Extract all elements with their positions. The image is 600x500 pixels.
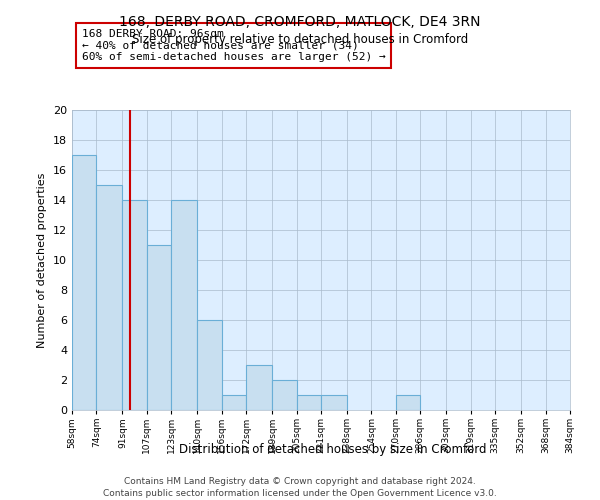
Bar (197, 320, 222, 410)
Bar (222, 395, 246, 410)
Text: 168 DERBY ROAD: 96sqm
← 40% of detached houses are smaller (34)
60% of semi-deta: 168 DERBY ROAD: 96sqm ← 40% of detached … (82, 29, 386, 62)
Text: Contains public sector information licensed under the Open Government Licence v3: Contains public sector information licen… (103, 489, 497, 498)
Text: Distribution of detached houses by size in Cromford: Distribution of detached houses by size … (179, 442, 487, 456)
Bar (72, 155, 97, 410)
Bar (147, 245, 171, 410)
Bar (246, 365, 272, 410)
Bar (321, 395, 347, 410)
Y-axis label: Number of detached properties: Number of detached properties (37, 172, 47, 348)
Text: Size of property relative to detached houses in Cromford: Size of property relative to detached ho… (132, 32, 468, 46)
Text: Contains HM Land Registry data © Crown copyright and database right 2024.: Contains HM Land Registry data © Crown c… (124, 478, 476, 486)
Bar (272, 380, 296, 410)
Bar (296, 395, 321, 410)
Text: 168, DERBY ROAD, CROMFORD, MATLOCK, DE4 3RN: 168, DERBY ROAD, CROMFORD, MATLOCK, DE4 … (119, 15, 481, 29)
Bar (396, 395, 420, 410)
Bar (122, 200, 147, 410)
Bar (171, 200, 197, 410)
Bar (97, 185, 122, 410)
